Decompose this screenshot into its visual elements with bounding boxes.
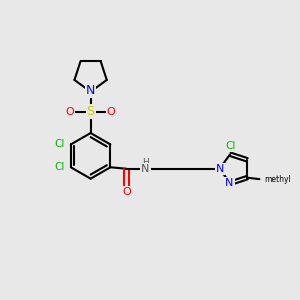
Text: N: N [141,164,150,174]
Text: O: O [123,187,131,196]
Text: Cl: Cl [55,139,65,149]
Text: Cl: Cl [226,141,236,151]
Text: N: N [215,164,224,174]
Text: O: O [66,107,74,117]
Text: H: H [142,158,149,167]
Text: O: O [107,107,116,117]
Text: N: N [225,178,234,188]
Text: S: S [87,105,94,119]
Text: Cl: Cl [55,162,65,172]
Text: methyl: methyl [265,175,292,184]
Text: N: N [86,84,95,98]
